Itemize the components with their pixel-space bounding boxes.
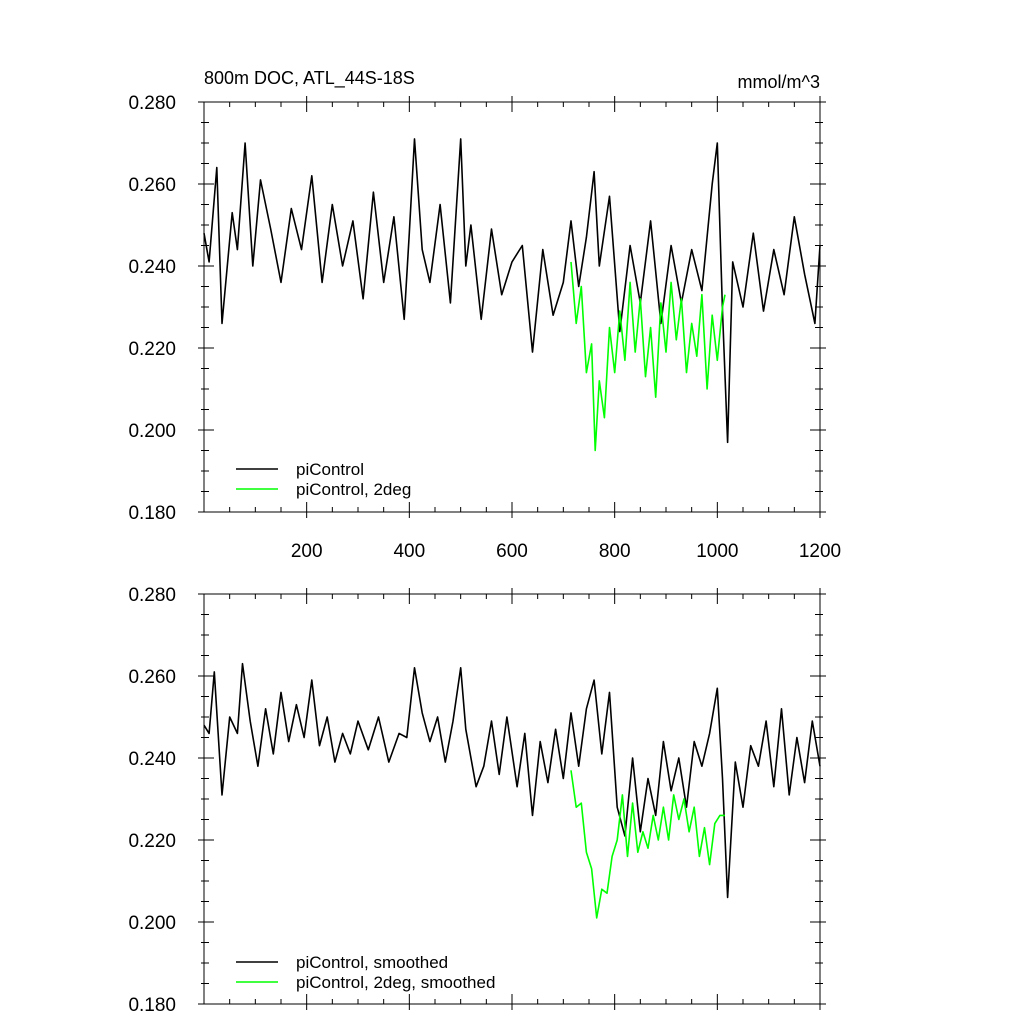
top-panel-frame [203,101,821,513]
legend-label-picontrol-smoothed: piControl, smoothed [296,953,448,972]
y-tick-label: 0.180 [128,503,176,524]
panel-title-left: 800m DOC, ATL_44S-18S [204,68,415,89]
y-tick-label: 0.180 [128,995,176,1016]
y-tick-label: 0.200 [128,421,176,442]
x-tick-label: 800 [599,541,631,562]
bottom-panel-legend: piControl, smoothed piControl, 2deg, smo… [236,953,495,992]
x-tick-label: 1000 [696,541,738,562]
x-tick-label: 400 [393,541,425,562]
series-line-picontrol [203,138,821,444]
x-tick-label: 1200 [799,541,841,562]
x-tick-label: 200 [291,541,323,562]
legend-label-picontrol-2deg: piControl, 2deg [296,480,411,499]
bottom-panel-series [203,662,821,919]
y-tick-label: 0.260 [128,175,176,196]
y-tick-label: 0.280 [128,585,176,606]
top-panel: 800m DOC, ATL_44S-18S mmol/m^3 200 400 600… [128,68,841,562]
bottom-panel: 0.180 0.200 0.220 0.240 0.260 0.280 piControl… [128,585,826,1016]
series-line-picontrol-smoothed [203,662,821,899]
legend-label-picontrol-2deg-smoothed: piControl, 2deg, smoothed [296,973,495,992]
y-tick-label: 0.240 [128,749,176,770]
y-tick-label: 0.220 [128,831,176,852]
y-tick-label: 0.280 [128,93,176,114]
top-panel-ticks: 200 400 600 800 1000 1200 0.180 0.200 0.220 0.240… [128,93,841,562]
series-line-picontrol-2deg [570,261,726,452]
bottom-panel-frame [203,593,821,1005]
y-tick-label: 0.260 [128,667,176,688]
y-tick-label: 0.220 [128,339,176,360]
bottom-panel-ticks: 0.180 0.200 0.220 0.240 0.260 0.280 [128,585,826,1016]
y-tick-label: 0.200 [128,913,176,934]
legend-label-picontrol: piControl [296,460,364,479]
series-line-picontrol-2deg-smoothed [570,770,725,919]
top-panel-legend: piControl piControl, 2deg [236,460,411,499]
top-panel-series [203,138,821,452]
x-tick-label: 600 [496,541,528,562]
y-tick-label: 0.240 [128,257,176,278]
panel-units: mmol/m^3 [738,72,820,92]
